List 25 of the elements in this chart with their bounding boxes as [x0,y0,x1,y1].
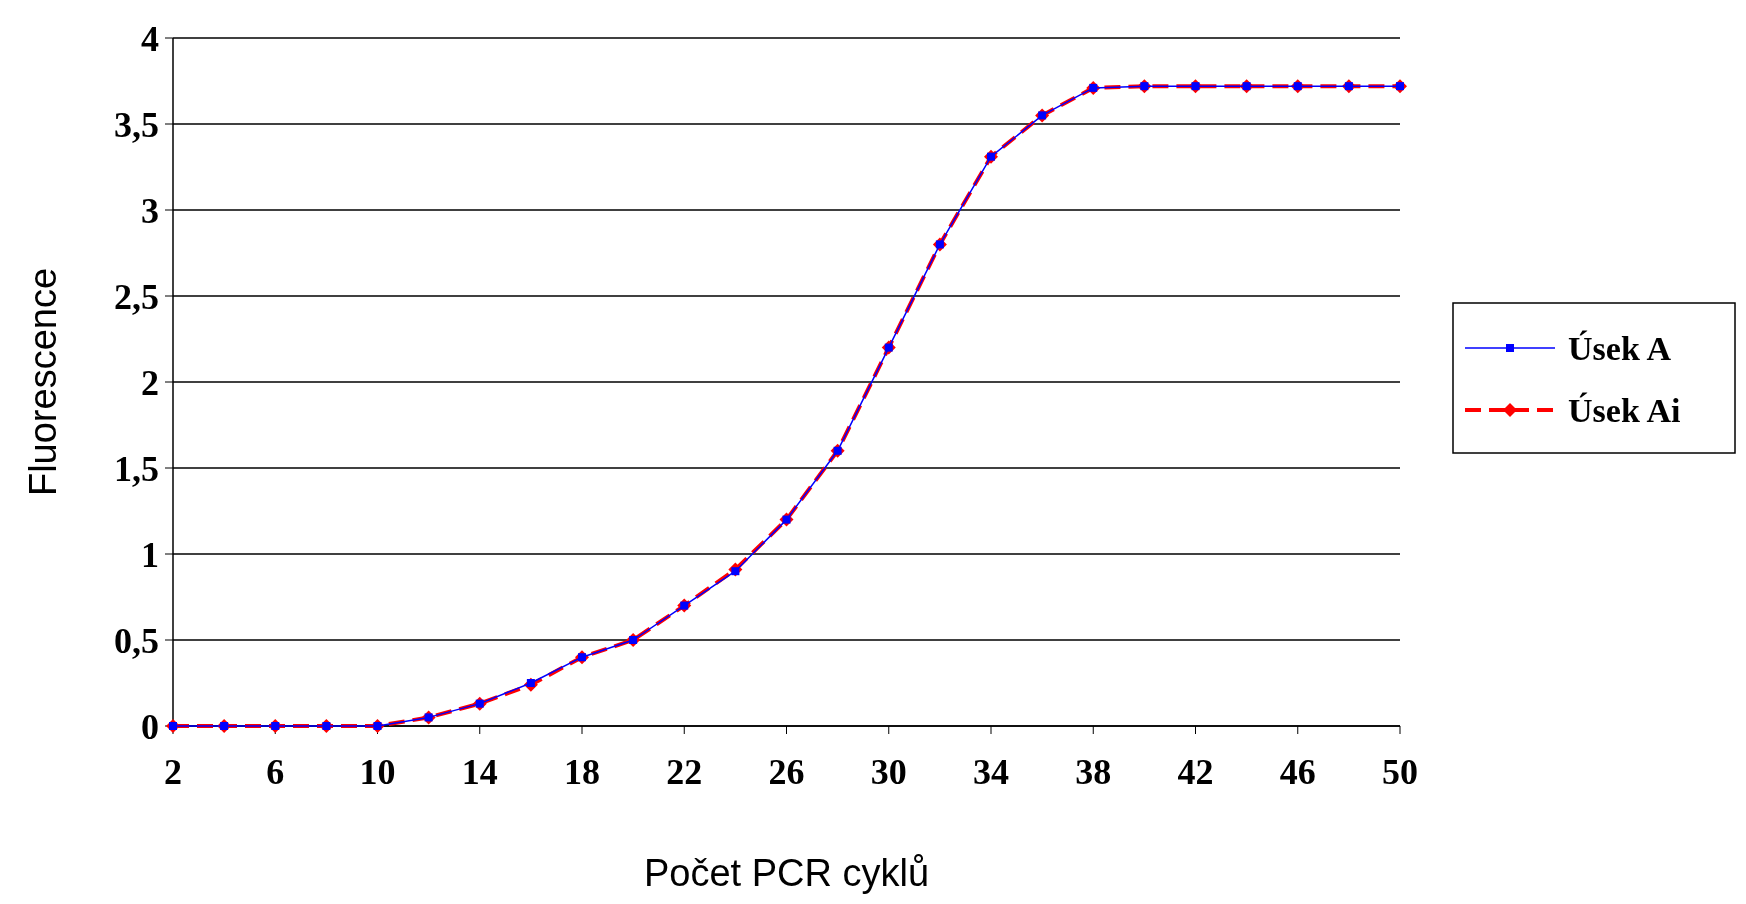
x-tick-label: 38 [1075,752,1112,792]
y-tick-label: 2,5 [114,276,159,317]
x-tick-label: 10 [359,752,396,792]
y-tick-label: 0,5 [114,620,159,661]
x-tick-label: 22 [666,752,703,792]
x-tick-label: 30 [870,752,907,792]
x-tick-label: 26 [768,752,805,792]
y-tick-label: 1,5 [114,448,159,489]
y-axis-title: Fluorescence [22,267,64,497]
y-tick-label: 3,5 [114,104,159,145]
legend-label: Úsek A [1568,329,1672,367]
x-tick-label: 18 [564,752,600,792]
x-axis-title: Počet PCR cyklů [643,852,930,894]
x-tick-label: 50 [1382,752,1418,792]
legend-label: Úsek Ai [1568,391,1681,429]
y-tick-label: 3 [141,190,159,231]
y-tick-label: 4 [141,18,159,59]
x-tick-label: 14 [461,752,498,792]
y-tick-label: 0 [141,706,159,747]
x-tick-label: 34 [973,752,1009,792]
x-tick-label: 6 [266,752,285,792]
y-tick-label: 1 [141,534,159,575]
y-tick-label: 2 [141,362,159,403]
x-tick-label: 46 [1279,752,1316,792]
x-tick-label: 42 [1177,752,1214,792]
